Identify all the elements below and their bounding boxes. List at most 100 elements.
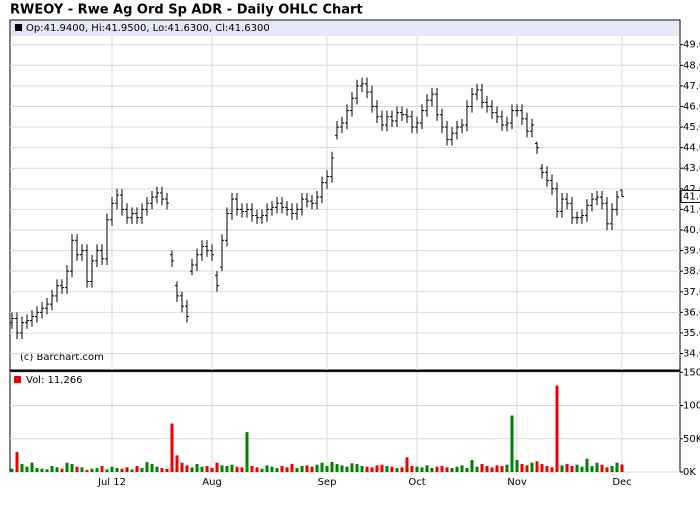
y2-tick-label: 100K [683, 401, 700, 412]
volume-bar [495, 465, 499, 472]
volume-bar [400, 467, 404, 472]
y-tick-label: 42.0000 [683, 184, 700, 195]
volume-bar [580, 466, 584, 472]
volume-bar [285, 467, 289, 472]
volume-bar [585, 458, 589, 472]
volume-bar [475, 466, 479, 472]
x-tick-label: Aug [202, 477, 222, 488]
volume-legend-swatch [14, 376, 21, 383]
volume-bar [130, 469, 134, 472]
x-tick-label: Nov [507, 477, 527, 488]
volume-bar [505, 464, 509, 472]
volume-bar [240, 467, 244, 472]
volume-bar [535, 461, 539, 472]
volume-bar [230, 464, 234, 472]
volume-bar [600, 464, 604, 472]
volume-bar [65, 462, 69, 472]
volume-bar [105, 469, 109, 472]
y2-tick-label: 150K [683, 367, 700, 378]
volume-bar [605, 467, 609, 472]
volume-bar [555, 385, 559, 472]
x-tick-label: Dec [612, 477, 631, 488]
volume-bar [90, 468, 94, 472]
volume-bar [200, 466, 204, 472]
y-tick-label: 46.0000 [683, 101, 700, 112]
volume-bar [520, 464, 524, 472]
volume-bar [70, 464, 74, 472]
volume-bar [465, 468, 469, 472]
volume-bar [305, 465, 309, 472]
volume-bar [480, 464, 484, 472]
legend-band [11, 21, 679, 36]
volume-bar [595, 462, 599, 472]
volume-bar [95, 468, 99, 472]
volume-bar [455, 466, 459, 472]
y-tick-label: 40.0000 [683, 225, 700, 236]
volume-bar [320, 462, 324, 472]
legend-swatch [15, 24, 22, 31]
volume-bar [265, 465, 269, 472]
chart-title: RWEOY - Rwe Ag Ord Sp ADR - Daily OHLC C… [10, 3, 363, 18]
volume-bar [45, 469, 49, 472]
volume-bar [15, 452, 19, 472]
y-tick-label: 41.0000 [683, 204, 700, 215]
volume-bar [590, 466, 594, 472]
last-price-label: 41.6300 [683, 191, 700, 202]
volume-bar [295, 468, 299, 472]
x-tick-label: Oct [408, 477, 425, 488]
labels: 34.0000 35.0000 36.0000 37.0000 38.0000 39.00… [97, 40, 700, 488]
last-price-box [680, 189, 700, 203]
volume-bar [620, 464, 624, 472]
y-tick-label: 44.0000 [683, 143, 700, 154]
volume-bar [140, 468, 144, 472]
volume-legend: Vol: 11,266 [26, 375, 83, 386]
volume-bar [615, 462, 619, 472]
volume-bar [485, 466, 489, 472]
volume-bar [375, 465, 379, 472]
volume-bar [490, 467, 494, 472]
volume-bar [470, 460, 474, 472]
volume-bar [350, 463, 354, 472]
y-tick-label: 47.0000 [683, 81, 700, 92]
volume-bar [85, 470, 89, 472]
y-tick-label: 38.0000 [683, 266, 700, 277]
volume-bar [125, 467, 129, 472]
volume-bar [245, 432, 249, 472]
y-tick-label: 43.0000 [683, 163, 700, 174]
volume-bar [300, 466, 304, 472]
volume-bar [610, 466, 614, 472]
volume-bar [460, 465, 464, 472]
volume-bar [405, 457, 409, 472]
x-tick-label: Sep [318, 477, 337, 488]
volume-bar [40, 468, 44, 472]
volume-bar [220, 465, 224, 472]
copyright: (c) Barchart.com [20, 352, 104, 363]
volume-bar [365, 466, 369, 472]
volume-bar [395, 468, 399, 472]
volume-bar [545, 466, 549, 472]
volume-bar [345, 466, 349, 472]
y2-tick-label: 0K [683, 467, 696, 478]
volume-bar [270, 466, 274, 472]
volume-bar [30, 462, 34, 472]
volume-bar [170, 423, 174, 472]
volume-bar [150, 464, 154, 472]
volume-bar [525, 465, 529, 472]
volume-bar [80, 467, 84, 472]
marks [10, 77, 624, 472]
volume-bar [540, 464, 544, 472]
volume-bar [225, 466, 229, 472]
volume-bar [340, 465, 344, 472]
volume-bar [370, 467, 374, 472]
volume-bar [510, 415, 514, 472]
volume-bar [250, 466, 254, 472]
volume-bar [440, 466, 444, 472]
volume-bar [75, 466, 79, 472]
volume-bar [215, 462, 219, 472]
volume-bar [515, 460, 519, 472]
y-tick-label: 49.0000 [683, 40, 700, 51]
volume-bar [60, 468, 64, 472]
volume-bar [575, 464, 579, 472]
y2-tick-label: 50K [683, 434, 700, 445]
